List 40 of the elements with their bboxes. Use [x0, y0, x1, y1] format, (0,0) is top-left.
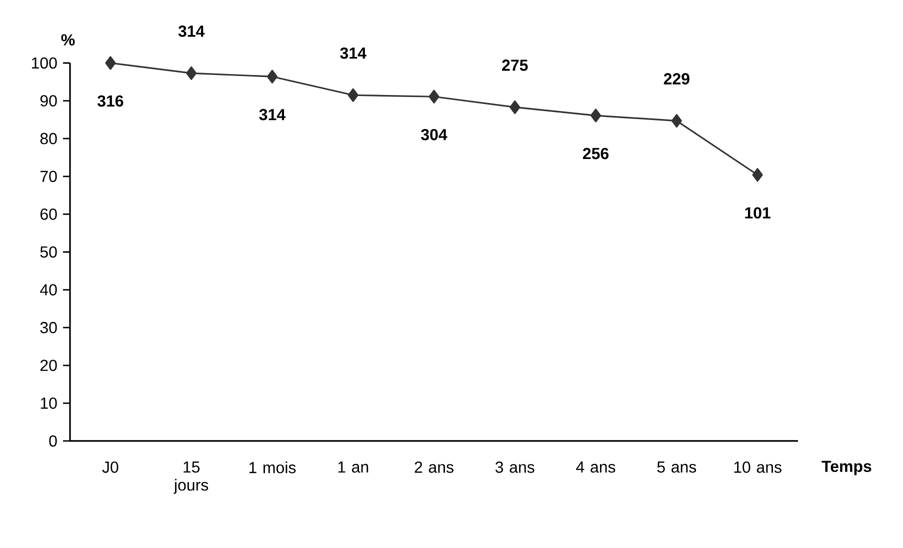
- point: [510, 100, 520, 114]
- annotation: 314: [340, 47, 366, 59]
- y-tick-label: 80: [40, 132, 57, 144]
- annotation: 314: [259, 108, 286, 120]
- x-axis-title: Temps: [822, 460, 872, 476]
- x-tick-label: 5 ans: [657, 462, 696, 473]
- x-tick-label: 1 mois: [249, 462, 296, 474]
- y-tick-label: 10: [40, 398, 57, 409]
- y-axis-title: %: [61, 34, 75, 46]
- y-tick-label: 40: [40, 284, 57, 296]
- x-tick-label: 1 an: [338, 462, 368, 473]
- x-tick-label: 4 ans: [576, 462, 616, 473]
- y-tick-label: 50: [40, 246, 57, 258]
- point: [186, 66, 197, 80]
- point: [348, 88, 358, 102]
- point: [266, 70, 278, 84]
- y-tick-label: 30: [40, 322, 57, 334]
- annotation: 314: [178, 26, 205, 37]
- point: [428, 90, 440, 104]
- y-tick-label: 0: [49, 435, 57, 447]
- annotation: 275: [502, 60, 528, 71]
- y-tick-label: 100: [32, 57, 57, 69]
- y-tick-label: 20: [40, 360, 57, 372]
- y-tick-label: 90: [40, 95, 57, 106]
- annotation: 256: [582, 148, 609, 160]
- point: [752, 168, 763, 182]
- x-tick-label: 10 ans: [734, 462, 782, 473]
- x-tick-label: 3 ans: [495, 462, 534, 473]
- annotation: 229: [664, 73, 690, 84]
- point: [590, 108, 602, 122]
- annotation: 316: [97, 95, 124, 107]
- annotation: 304: [421, 128, 448, 140]
- x-tick-label: J0: [102, 462, 118, 473]
- x-tick-label: 2 ans: [414, 462, 454, 473]
- annotation: 101: [745, 207, 770, 219]
- x-tick-label: 15 jours: [174, 462, 208, 494]
- point: [105, 56, 116, 70]
- y-tick-label: 60: [40, 208, 57, 220]
- point: [671, 114, 682, 128]
- y-tick-label: 70: [40, 170, 57, 182]
